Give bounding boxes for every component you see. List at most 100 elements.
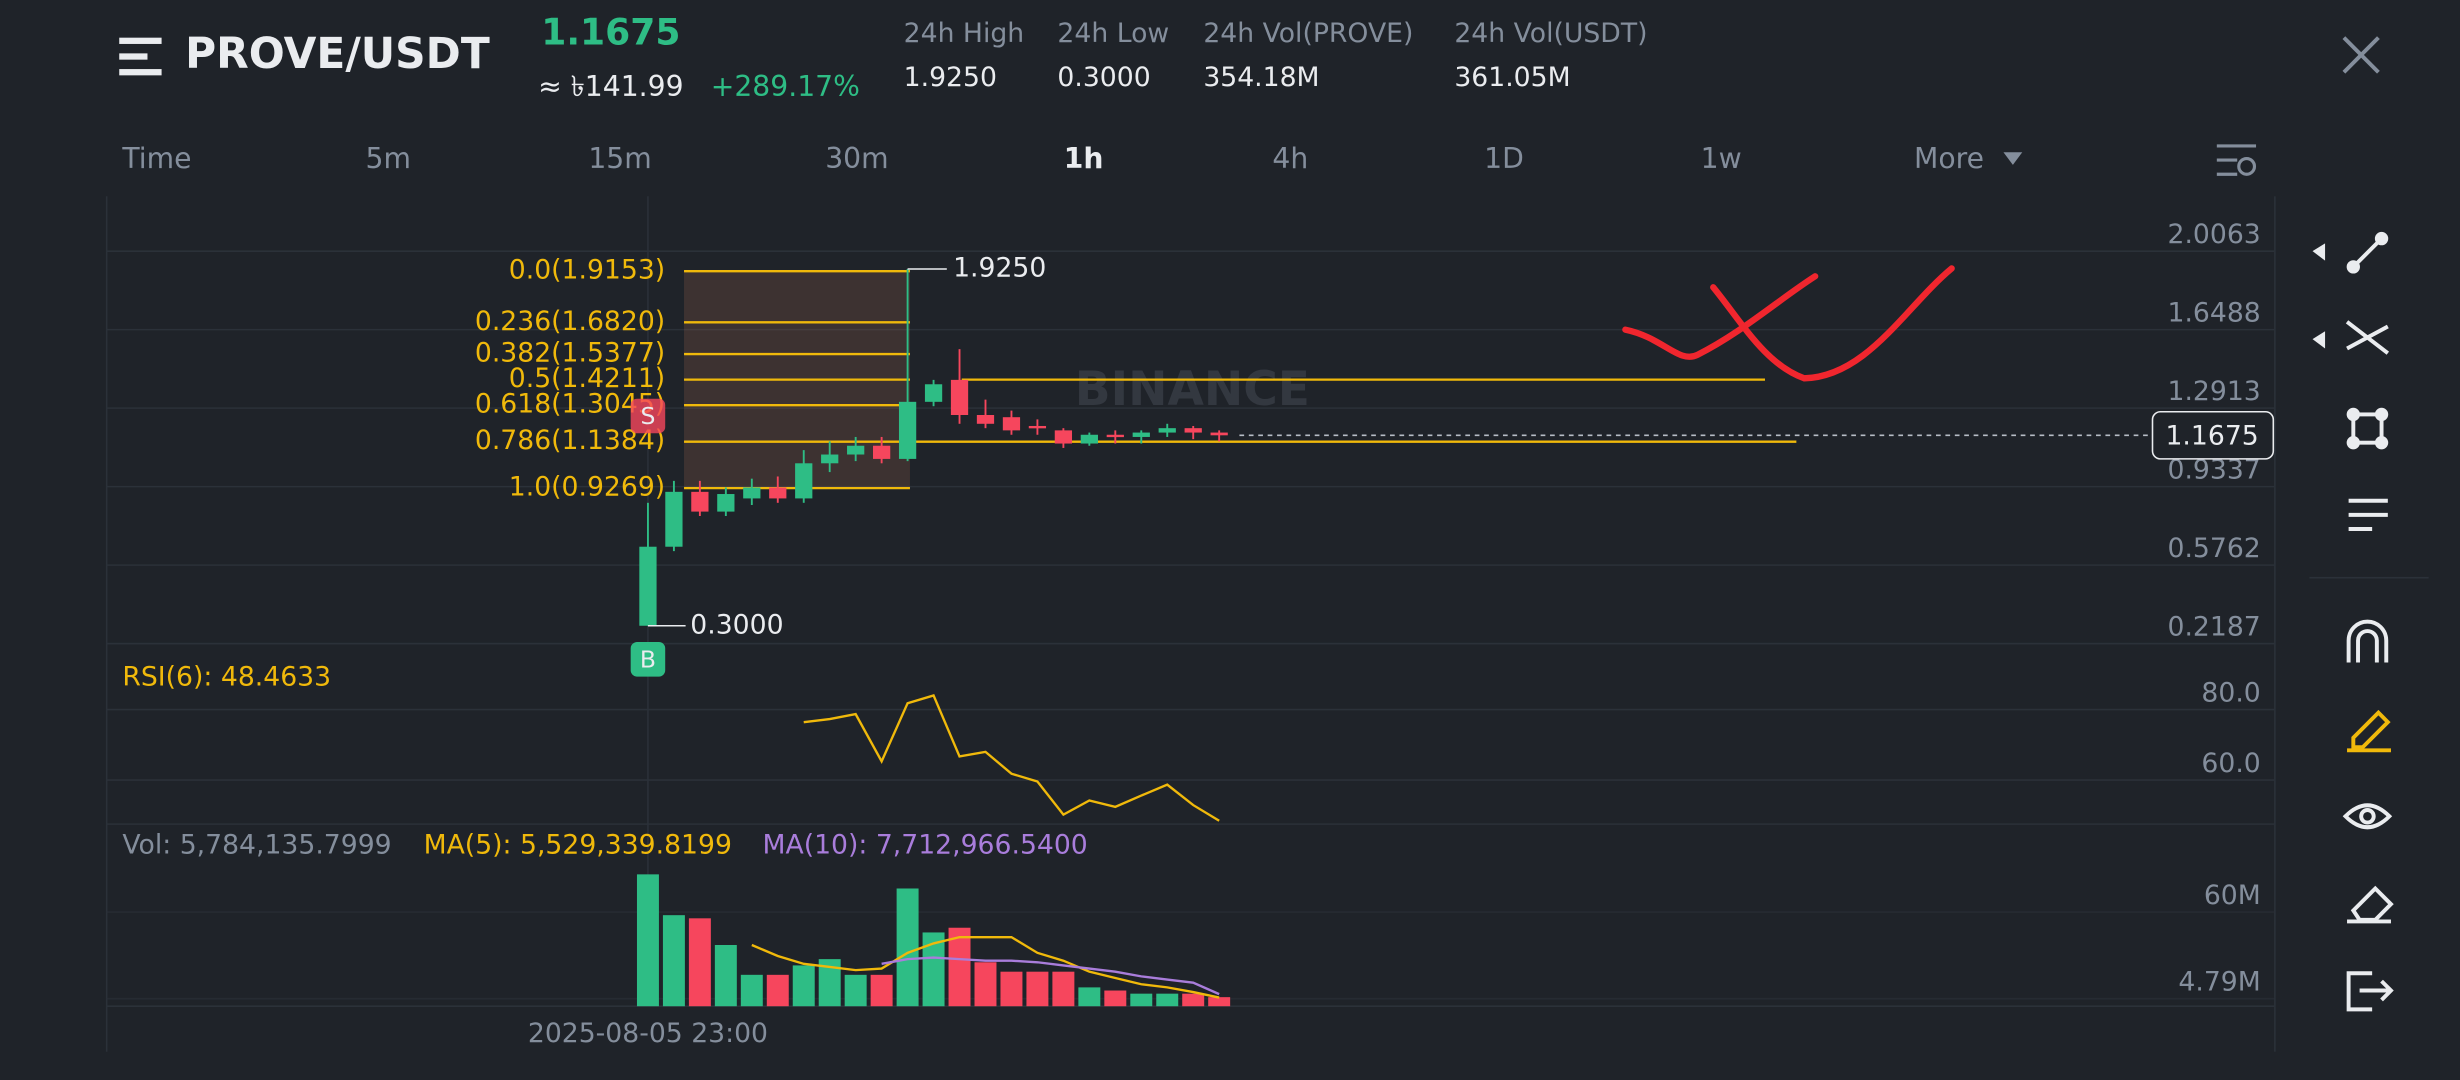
y-tick-label: 1.2913 <box>2167 376 2260 407</box>
text-tool[interactable] <box>2348 498 2388 531</box>
last-price-label: 1.1675 <box>2165 420 2258 451</box>
y-tick-label: 60M <box>2204 880 2261 911</box>
tab[interactable]: 5m <box>366 142 411 175</box>
candle-body <box>1158 428 1176 433</box>
volume-bar <box>740 974 763 1007</box>
volume-bar <box>896 888 919 1007</box>
watermark: BINANCE <box>1075 362 1310 417</box>
volume-bar <box>1156 993 1179 1007</box>
y-tick-label: 0.2187 <box>2167 611 2260 642</box>
tab[interactable]: 1w <box>1701 142 1742 175</box>
volume-bar <box>1000 971 1023 1007</box>
candle-body <box>1132 432 1150 437</box>
min-label: 0.3000 <box>690 609 783 640</box>
volume-bar <box>792 965 815 1007</box>
y-tick-label: 1.6488 <box>2167 297 2260 328</box>
candle-body <box>1106 434 1124 438</box>
tab[interactable]: 15m <box>588 142 651 175</box>
menu-icon[interactable] <box>119 37 162 76</box>
candle-body <box>1028 425 1047 429</box>
candle-body <box>821 454 839 464</box>
tab[interactable]: 30m <box>825 142 888 175</box>
candle-body <box>847 445 865 455</box>
magnet-tool[interactable] <box>2346 619 2389 663</box>
candle-body <box>950 379 969 416</box>
volume-bar <box>1026 971 1049 1007</box>
candle-body <box>1002 417 1021 431</box>
volume-bar <box>1052 971 1075 1007</box>
candle-body <box>976 415 995 424</box>
volume-bar <box>636 874 659 1007</box>
candle-body <box>665 491 683 547</box>
ma10-label: MA(10): 7,712,966.5400 <box>762 830 1087 861</box>
ma10-line <box>881 956 1220 996</box>
tab[interactable]: 1h <box>1064 142 1104 175</box>
stat-value: 354.18M <box>1203 62 1319 93</box>
y-tick-label: 80.0 <box>2201 677 2260 708</box>
volume-bar <box>1208 997 1231 1007</box>
volume-bar <box>974 962 997 1007</box>
candle-body <box>898 401 917 459</box>
candle-body <box>691 491 709 512</box>
x-tick-label: 2025-08-05 23:00 <box>528 1018 768 1049</box>
volume-bar <box>844 974 867 1007</box>
candle-body <box>1080 434 1098 444</box>
trade-marker-label: S <box>640 402 655 430</box>
candle-body <box>639 546 657 626</box>
candle-body <box>717 494 735 512</box>
hand-drawing <box>1622 265 1955 382</box>
tab[interactable]: More <box>1914 142 1984 175</box>
volume-bar <box>1182 993 1205 1007</box>
y-tick-label: 0.5762 <box>2167 533 2260 564</box>
volume-bar <box>1078 987 1101 1007</box>
volume-bar <box>922 932 945 1007</box>
eye-tool[interactable] <box>2342 803 2393 830</box>
trade-marker <box>630 642 666 677</box>
fib-tool[interactable] <box>2345 320 2390 355</box>
settings-icon[interactable] <box>2216 144 2257 176</box>
y-tick-label: 60.0 <box>2201 748 2260 779</box>
ma5-label: MA(5): 5,529,339.8199 <box>424 830 732 861</box>
candle-body <box>769 487 787 499</box>
fib-label: 1.0(0.9269) <box>509 472 665 503</box>
price: 1.1675 <box>541 12 680 54</box>
tab[interactable]: 4h <box>1272 142 1308 175</box>
max-label: 1.9250 <box>953 253 1046 284</box>
stats: 24h High 1.9250 24h Low 0.3000 24h Vol(PROVE… <box>904 18 1648 93</box>
exit-tool[interactable] <box>2346 971 2394 1012</box>
stat-value: 1.9250 <box>904 62 997 93</box>
rsi-line <box>803 694 1220 822</box>
shape-tool[interactable] <box>2346 407 2389 450</box>
candle-body <box>795 463 813 499</box>
fiat-price: ≈ ৳141.99 <box>538 70 683 103</box>
volume-bar <box>1130 993 1153 1007</box>
volume-bar <box>688 918 711 1007</box>
volume-label: Vol: 5,784,135.7999 <box>122 830 391 861</box>
y-tick-label: 2.0063 <box>2167 219 2260 250</box>
fib-label: 0.236(1.6820) <box>475 306 665 337</box>
candle-body <box>873 445 891 459</box>
tabs: Time 5m 15m 30m 1h 4h 1D 1w More <box>121 142 1984 175</box>
pair: PROVE/USDT <box>185 29 490 78</box>
volume-bar <box>1104 990 1127 1007</box>
stat-label: 24h High <box>904 18 1025 49</box>
fib-label: 0.0(1.9153) <box>509 255 665 286</box>
stat-label: 24h Low <box>1057 18 1169 49</box>
close-button[interactable] <box>2342 36 2380 74</box>
candle-body <box>1210 432 1228 436</box>
candle-body <box>743 487 761 499</box>
tab[interactable]: Time <box>121 142 191 175</box>
tab[interactable]: 1D <box>1484 142 1524 175</box>
chart: 2.00631.64881.29130.93370.57620.2187BINA… <box>106 219 2275 1049</box>
volume-bar <box>948 927 971 1007</box>
eraser-tool[interactable] <box>2347 885 2394 924</box>
volume-bar <box>662 915 685 1007</box>
pencil-tool[interactable] <box>2347 709 2391 753</box>
line-tool[interactable] <box>2346 231 2389 274</box>
stat-label: 24h Vol(USDT) <box>1454 18 1647 49</box>
last-price-box <box>2151 410 2275 460</box>
candle-body <box>1054 430 1073 444</box>
